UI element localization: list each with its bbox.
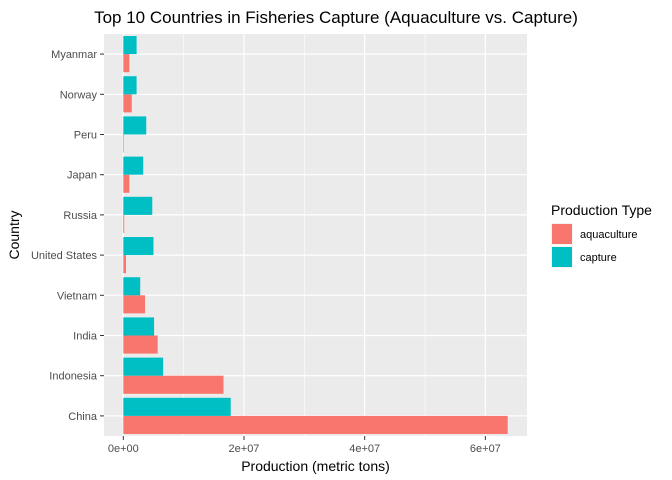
plot-panel — [104, 34, 527, 436]
legend-label: capture — [580, 252, 617, 264]
bar-aquaculture — [123, 174, 130, 193]
x-axis: 0e+00 2e+07 4e+07 6e+07 — [108, 436, 501, 455]
x-tick-label: 2e+07 — [229, 443, 260, 455]
bar-capture — [123, 317, 155, 336]
bar-aquaculture — [123, 214, 125, 233]
y-tick-label: Russia — [63, 210, 98, 222]
y-tick-label: India — [73, 331, 98, 343]
bar-capture — [123, 357, 164, 376]
legend: Production Type aquaculture capture — [551, 202, 652, 268]
y-tick-label: China — [68, 411, 98, 423]
legend-swatch-aquaculture — [552, 224, 572, 244]
bar-aquaculture — [123, 335, 158, 354]
legend-label: aquaculture — [580, 229, 638, 241]
bar-capture — [123, 237, 154, 256]
y-tick-label: Japan — [67, 170, 97, 182]
x-tick-label: 0e+00 — [108, 443, 139, 455]
y-tick-label: Vietnam — [57, 290, 97, 302]
y-tick-label: Peru — [74, 130, 97, 142]
bar-aquaculture — [123, 255, 127, 274]
bar-aquaculture — [123, 134, 124, 153]
bar-capture — [123, 196, 153, 215]
legend-swatch-capture — [552, 247, 572, 267]
legend-title: Production Type — [551, 202, 652, 218]
x-tick-label: 4e+07 — [349, 443, 380, 455]
bar-aquaculture — [123, 94, 132, 113]
bar-capture — [123, 156, 144, 175]
y-axis: China Indonesia India Vietnam United States R… — [31, 49, 104, 423]
chart-title: Top 10 Countries in Fisheries Capture (A… — [94, 8, 578, 27]
bar-aquaculture — [123, 375, 224, 394]
y-tick-label: Norway — [60, 89, 98, 101]
bar-aquaculture — [123, 54, 130, 73]
bar-capture — [123, 116, 147, 135]
y-tick-label: Indonesia — [49, 371, 98, 383]
bar-capture — [123, 36, 137, 55]
x-axis-title: Production (metric tons) — [241, 458, 390, 474]
y-tick-label: United States — [31, 250, 98, 262]
y-axis-title: Country — [6, 210, 22, 259]
bar-aquaculture — [123, 415, 508, 434]
bars — [123, 36, 508, 434]
bar-capture — [123, 397, 231, 416]
bar-capture — [123, 277, 141, 296]
bar-capture — [123, 76, 137, 95]
bar-aquaculture — [123, 295, 146, 314]
x-tick-label: 6e+07 — [470, 443, 501, 455]
y-tick-label: Myanmar — [51, 49, 97, 61]
